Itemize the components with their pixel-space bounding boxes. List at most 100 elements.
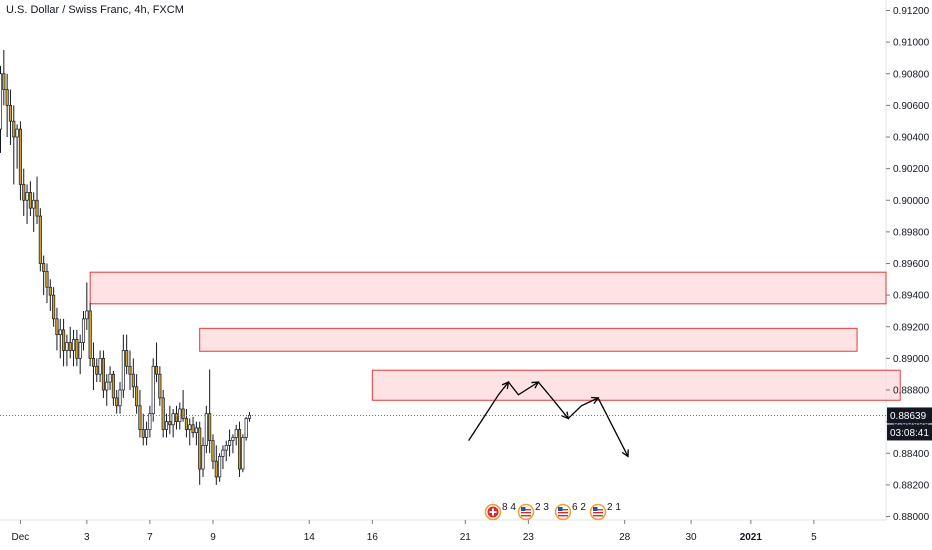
projection-arrowhead xyxy=(621,449,629,458)
candle xyxy=(98,350,102,383)
resistance-zone-1[interactable] xyxy=(89,271,887,305)
candle-body xyxy=(188,424,192,430)
last-price-badge xyxy=(887,407,932,424)
candle-body xyxy=(145,429,149,438)
candle xyxy=(224,440,228,462)
us-flag-icon[interactable]: 6 2 xyxy=(554,502,587,521)
grid xyxy=(0,0,887,521)
y-tick-label: 0.90200 xyxy=(893,164,930,175)
resistance-zone-3[interactable] xyxy=(371,369,901,401)
candle-body xyxy=(18,128,22,185)
candle-body xyxy=(231,437,235,441)
candle-body xyxy=(218,456,222,478)
us-flag-stripe xyxy=(593,515,603,517)
candle-body xyxy=(154,365,159,375)
candle xyxy=(228,429,232,457)
x-tick-label: 3 xyxy=(84,532,90,543)
resistance-zone-2[interactable] xyxy=(199,327,858,352)
candle-body xyxy=(208,413,212,441)
candle-body xyxy=(151,365,155,415)
candle-body xyxy=(2,73,6,90)
event-count: 2 1 xyxy=(607,502,621,513)
candle xyxy=(105,374,109,406)
candle xyxy=(204,405,208,454)
projection-line[interactable] xyxy=(468,381,629,457)
candle-body xyxy=(204,413,208,446)
candle xyxy=(148,405,152,438)
swiss-flag-icon[interactable]: 8 4 xyxy=(484,502,517,521)
candle-body xyxy=(22,184,26,201)
candle xyxy=(168,405,172,435)
y-tick-label: 0.89200 xyxy=(893,322,930,333)
us-flag-icon[interactable]: 2 1 xyxy=(589,502,622,521)
candle xyxy=(118,382,122,414)
candle xyxy=(75,329,79,367)
candle-body xyxy=(198,427,202,470)
projection-arrowhead xyxy=(561,411,570,420)
x-tick-label: Dec xyxy=(12,532,30,543)
x-tick-label: 23 xyxy=(523,532,535,543)
candle xyxy=(108,366,112,390)
price-axis[interactable]: 0.91200 0.91000 0.90800 0.90600 0.90400 0.902… xyxy=(886,6,932,523)
candle xyxy=(135,374,139,414)
candles xyxy=(0,50,252,485)
candle xyxy=(71,329,76,367)
candle-body xyxy=(62,329,66,351)
candle xyxy=(151,358,155,422)
candle xyxy=(198,421,202,485)
us-flag-stripe xyxy=(558,509,568,511)
candle xyxy=(131,358,135,398)
candle-body xyxy=(111,373,115,399)
candle xyxy=(231,434,235,454)
candle-body xyxy=(8,105,13,122)
projection-arrowhead xyxy=(591,396,600,404)
x-tick-label: 16 xyxy=(367,532,379,543)
us-flag-icon[interactable]: 2 3 xyxy=(517,502,550,521)
candle-body xyxy=(55,318,59,336)
time-axis[interactable]: Dec 3 7 9 14 16 21 23 28 30 2021 5 xyxy=(12,520,818,543)
candle-body xyxy=(78,342,82,359)
candle-body xyxy=(234,429,238,438)
economic-events[interactable]: 8 4 2 3 6 2 2 1 xyxy=(484,502,622,521)
candle-body xyxy=(161,397,165,430)
candle xyxy=(2,50,6,106)
y-tick-label: 0.89000 xyxy=(893,354,930,365)
candle-body xyxy=(88,310,92,359)
candle-body xyxy=(181,408,185,419)
candle xyxy=(178,402,182,430)
candle xyxy=(191,416,195,438)
y-tick-label: 0.88000 xyxy=(893,512,930,523)
candle-body xyxy=(201,444,205,470)
candle xyxy=(8,89,13,145)
x-tick-label: 5 xyxy=(811,532,817,543)
candle xyxy=(15,124,19,169)
candle xyxy=(194,421,198,446)
candle xyxy=(22,168,26,217)
candle-body xyxy=(174,413,179,422)
candle-body xyxy=(91,358,96,367)
candle-body xyxy=(65,342,69,351)
candle-body xyxy=(184,418,188,430)
candle-body xyxy=(191,424,195,434)
candle-body xyxy=(241,437,245,470)
candle xyxy=(35,176,39,224)
candle xyxy=(28,181,32,217)
candle xyxy=(234,424,238,446)
candle xyxy=(247,412,252,422)
candle xyxy=(111,371,115,406)
candle xyxy=(161,390,165,438)
x-tick-label: 9 xyxy=(210,532,216,543)
candle xyxy=(25,184,29,224)
candle xyxy=(68,326,72,359)
candle xyxy=(125,334,129,375)
candle-body xyxy=(131,373,135,388)
swiss-cross-h xyxy=(489,511,497,513)
candle-body xyxy=(211,440,215,462)
resistance-zones xyxy=(89,271,901,401)
candle-body xyxy=(138,405,142,430)
candle-body xyxy=(214,460,218,478)
last-price-label: 0.88639 xyxy=(890,411,927,422)
candle-body xyxy=(58,329,62,336)
candle xyxy=(208,369,212,454)
